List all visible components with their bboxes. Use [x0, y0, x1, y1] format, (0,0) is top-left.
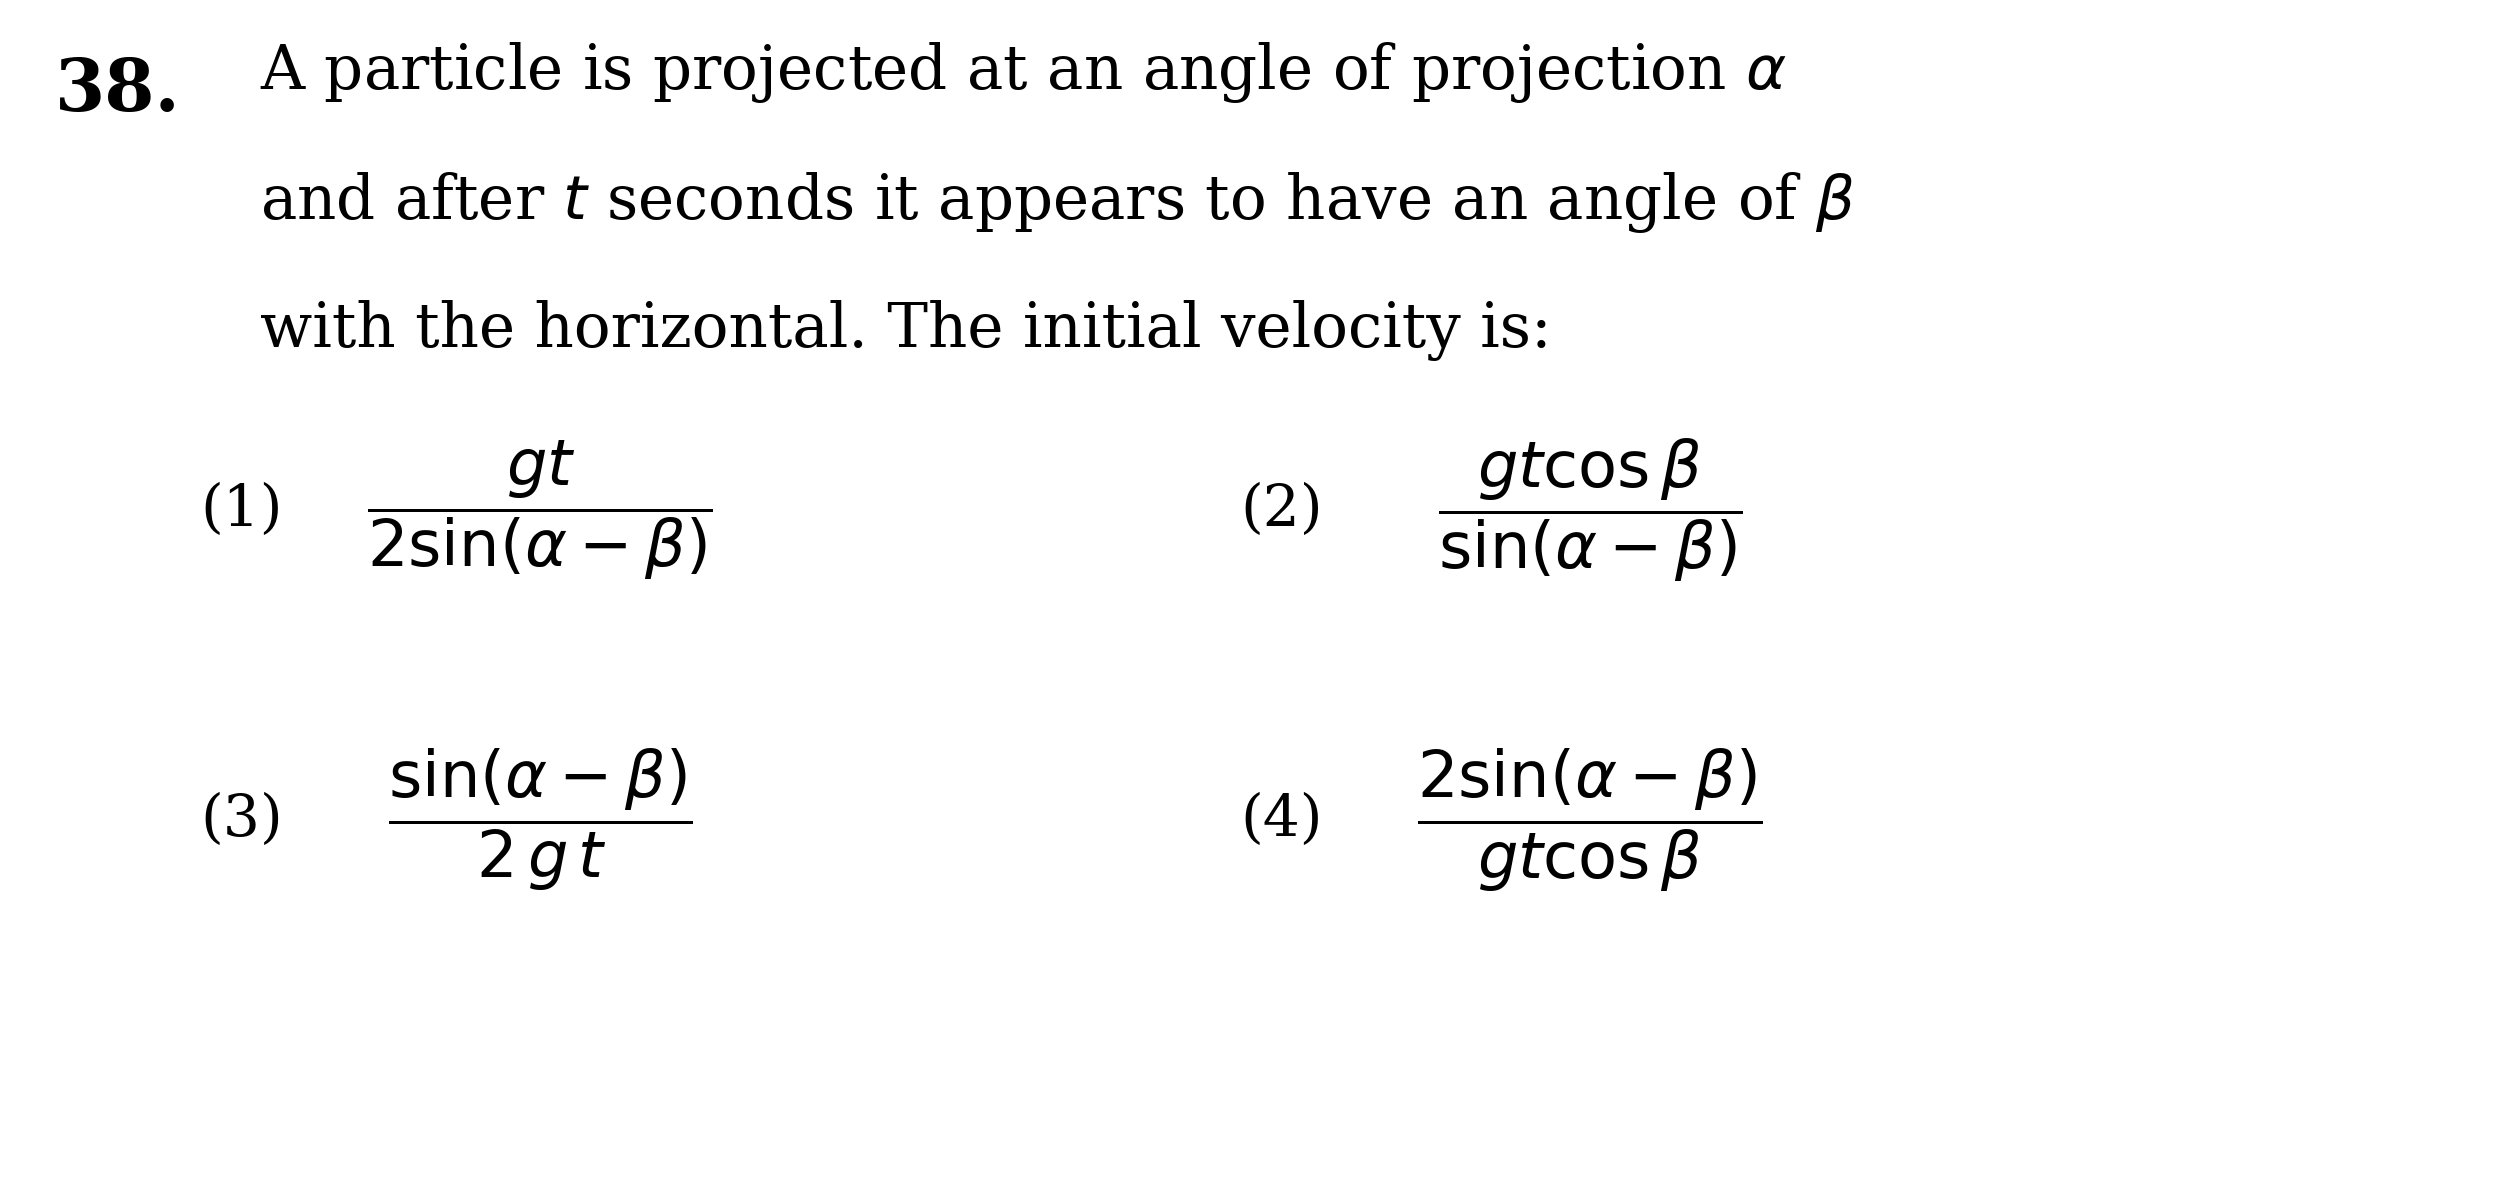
- Text: 38.: 38.: [55, 55, 181, 126]
- Text: $\dfrac{\sin(\alpha - \beta)}{2\,g\,t}$: $\dfrac{\sin(\alpha - \beta)}{2\,g\,t}$: [387, 747, 691, 893]
- Text: $\dfrac{gt\cos\beta}{\sin(\alpha - \beta)}$: $\dfrac{gt\cos\beta}{\sin(\alpha - \beta…: [1438, 437, 1742, 584]
- Text: (3): (3): [201, 792, 282, 848]
- Text: with the horizontal. The initial velocity is:: with the horizontal. The initial velocit…: [259, 300, 1551, 361]
- Text: (4): (4): [1239, 792, 1322, 848]
- Text: (1): (1): [201, 481, 282, 538]
- Text: (2): (2): [1239, 481, 1322, 538]
- Text: and after $t$ seconds it appears to have an angle of $\beta$: and after $t$ seconds it appears to have…: [259, 170, 1855, 235]
- Text: A particle is projected at an angle of projection $\alpha$: A particle is projected at an angle of p…: [259, 40, 1787, 105]
- Text: $\dfrac{gt}{2\sin(\alpha - \beta)}$: $\dfrac{gt}{2\sin(\alpha - \beta)}$: [367, 438, 711, 582]
- Text: $\dfrac{2\sin(\alpha - \beta)}{gt\cos\beta}$: $\dfrac{2\sin(\alpha - \beta)}{gt\cos\be…: [1418, 746, 1762, 894]
